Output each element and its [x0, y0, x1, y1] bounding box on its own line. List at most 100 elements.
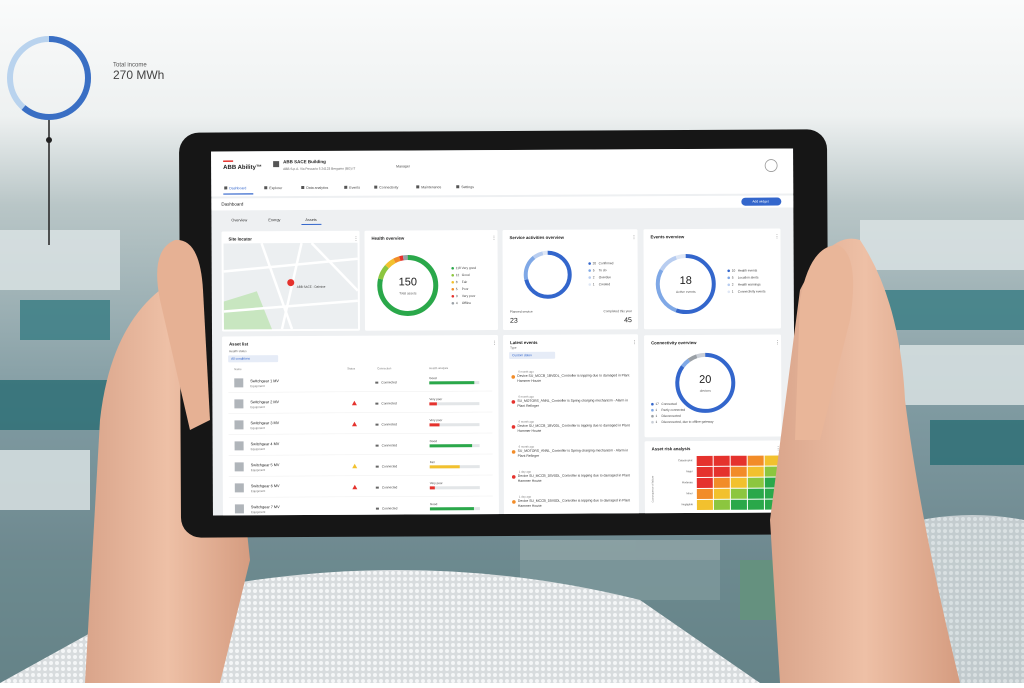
widget-title: Health overview: [372, 236, 405, 241]
connection: Connected: [381, 401, 397, 405]
legend-count: 1: [655, 414, 657, 418]
overlay-widget: Total income 270 MWh: [7, 36, 164, 245]
column-header: Name: [234, 367, 242, 371]
nav-item[interactable]: Data analytics: [306, 186, 328, 190]
map-road: [260, 242, 294, 330]
risk-cell: [747, 466, 764, 477]
legend-dot: [727, 276, 731, 280]
legend-label: To do: [599, 268, 607, 272]
asset-name[interactable]: Switchgear 1 MV: [250, 379, 279, 383]
risk-cell: [713, 488, 730, 499]
asset-icon: [234, 399, 244, 409]
tab-active: [301, 223, 322, 226]
donut-label: Active events: [676, 290, 696, 294]
health-bar: [429, 465, 460, 469]
health-label: Fair: [430, 460, 435, 464]
tab[interactable]: Assets: [305, 218, 317, 222]
risk-cell: [764, 455, 781, 466]
column-header: Health analysis: [429, 366, 449, 370]
site-icon: [273, 161, 280, 168]
risk-cell: [747, 477, 764, 488]
widget-menu: ⋮: [632, 340, 637, 346]
donut-segment: [377, 254, 439, 316]
filter[interactable]: [228, 355, 279, 363]
brand-bar: [223, 160, 234, 162]
legend-count: 1: [655, 420, 657, 424]
alert-icon: [352, 463, 358, 469]
filter[interactable]: [509, 351, 556, 359]
health-bar: [429, 444, 473, 448]
nav-item[interactable]: Maintenance: [421, 185, 441, 189]
asset-name[interactable]: Switchgear 2 MV: [250, 400, 279, 404]
nav-item[interactable]: Connectivity: [379, 185, 398, 189]
widget-menu: ⋮: [775, 234, 780, 240]
risk-cell: [730, 455, 747, 466]
nav-item[interactable]: Settings: [461, 185, 474, 189]
legend-label: Offline: [462, 301, 471, 305]
stat-value: 23: [510, 318, 518, 325]
event-time: 1 day ago: [519, 495, 532, 499]
legend-label: Health warnings: [738, 282, 761, 286]
legend-dot: [451, 287, 455, 291]
map-road: [310, 242, 359, 292]
legend-dot: [451, 301, 455, 305]
event-time: 6 month ago: [518, 395, 534, 399]
legend-dot: [651, 414, 654, 418]
user-name: Manager: [396, 164, 411, 168]
risk-cell: [730, 488, 747, 499]
legend-label: Created: [599, 282, 611, 286]
event-text-box: Device SU_MCCB_1BV0DL_Controller is trip…: [518, 473, 630, 482]
map-road: [223, 257, 358, 273]
nav-item[interactable]: Events: [349, 186, 360, 190]
legend-count: 4: [456, 301, 458, 305]
event-text-box: SU_MOTORS_ANNL_Controller is Spring char…: [518, 448, 629, 457]
page-title: Dashboard: [221, 202, 244, 207]
legend-count: 2: [593, 275, 595, 279]
asset-icon: [234, 420, 244, 430]
legend-dot: [451, 280, 455, 284]
legend-label: Disconnected: [661, 414, 681, 418]
event-text: SU_MOTORS_ANNL_Controller is Spring char…: [517, 398, 628, 408]
nav-item[interactable]: Explorer: [269, 186, 283, 190]
legend-count: 8: [456, 280, 458, 284]
alert-icon: [352, 421, 358, 427]
event-text: Device SU_MCCB_1BV0DL_Controller is trip…: [517, 423, 630, 433]
connection: Connected: [382, 506, 398, 510]
legend-label: Connectivity events: [738, 289, 766, 293]
legend-label: Fair: [462, 280, 468, 284]
left-thumb: [157, 239, 210, 430]
add-button[interactable]: [741, 197, 782, 206]
asset-name[interactable]: Switchgear 4 MV: [251, 442, 280, 446]
legend-count: 12: [456, 273, 460, 277]
risk-cell: [730, 477, 747, 488]
health-bar: [429, 507, 474, 511]
tab[interactable]: Energy: [268, 218, 280, 222]
map-pin-label: ABB SACE - Dalmine: [297, 285, 326, 289]
asset-icon: [234, 462, 244, 472]
widget: [503, 334, 639, 515]
asset-name[interactable]: Switchgear 3 MV: [250, 421, 279, 425]
widget-menu: ⋮: [492, 340, 497, 346]
risk-cell: [730, 499, 747, 510]
legend-count: 1: [655, 408, 657, 412]
link-icon: [375, 507, 379, 510]
tablet: ABB Ability™ ABB SACE Building ABB S.p.A. …: [179, 129, 829, 538]
event-time: 6 month ago: [518, 370, 534, 374]
tab[interactable]: Overview: [231, 218, 247, 222]
link-icon: [375, 444, 379, 447]
legend-count: 5: [593, 268, 595, 272]
link-icon: [375, 423, 379, 426]
asset-type: Equipment: [251, 489, 266, 493]
legend-label: Very poor: [462, 294, 477, 298]
legend-label: Good: [462, 273, 470, 277]
asset-type: Equipment: [250, 426, 265, 430]
asset-name[interactable]: Switchgear 6 MV: [251, 484, 280, 488]
asset-name[interactable]: Switchgear 7 MV: [251, 505, 280, 509]
nav-item[interactable]: Dashboard: [229, 186, 246, 190]
asset-type: Equipment: [251, 468, 266, 472]
event-icon: [511, 475, 516, 479]
donut-segment: [655, 254, 716, 315]
asset-name[interactable]: Switchgear 5 MV: [251, 463, 280, 467]
nav-icon: [264, 186, 268, 190]
legend-count: 1: [732, 290, 734, 294]
